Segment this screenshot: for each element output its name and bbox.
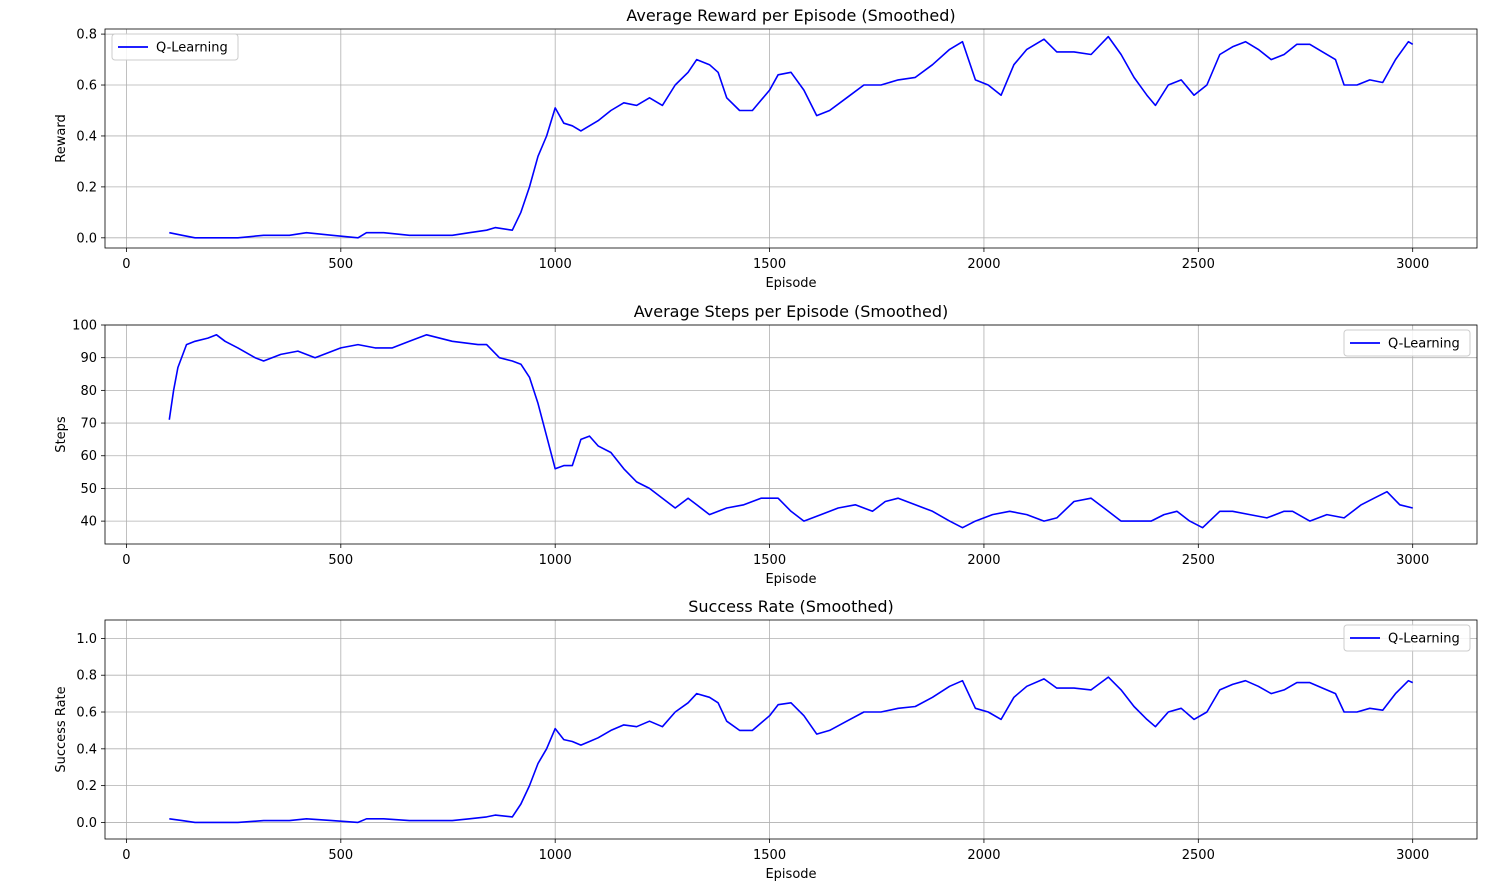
- x-tick-label: 3000: [1396, 257, 1429, 272]
- x-tick-label: 1000: [539, 848, 572, 863]
- axes-frame: [104, 28, 1478, 249]
- legend-label: Q-Learning: [1388, 337, 1460, 352]
- y-tick-label: 1.0: [76, 632, 97, 647]
- series-line-q-learning: [169, 35, 1414, 239]
- y-tick-label: 0.0: [76, 231, 97, 246]
- y-axis-label: Reward: [54, 114, 69, 162]
- x-tick-label: 2500: [1182, 553, 1215, 568]
- plot-area: [105, 29, 1477, 248]
- y-tick-label: 0.4: [76, 742, 97, 757]
- x-tick-label: 0: [122, 257, 130, 272]
- x-tick-label: 1000: [539, 257, 572, 272]
- legend-box: [1343, 624, 1471, 652]
- x-tick-label: 500: [328, 848, 353, 863]
- y-tick-label: 0.4: [76, 129, 97, 144]
- y-tick-label: 90: [80, 351, 97, 366]
- x-axis-label: Episode: [765, 867, 816, 881]
- x-tick-label: 2500: [1182, 257, 1215, 272]
- x-tick-label: 3000: [1396, 553, 1429, 568]
- y-axis-label: Steps: [54, 416, 69, 453]
- chart-title: Average Reward per Episode (Smoothed): [626, 6, 955, 25]
- x-tick-label: 3000: [1396, 848, 1429, 863]
- y-tick-label: 80: [80, 384, 97, 399]
- plot-area: [105, 325, 1477, 544]
- legend-label: Q-Learning: [1388, 632, 1460, 647]
- y-tick-label: 0.0: [76, 816, 97, 831]
- y-tick-label: 0.2: [76, 180, 97, 195]
- legend-label: Q-Learning: [156, 41, 228, 56]
- axes-frame: [104, 324, 1478, 545]
- legend: Q-Learning: [1343, 624, 1471, 652]
- x-axis-label: Episode: [765, 276, 816, 291]
- y-tick-label: 0.8: [76, 28, 97, 43]
- y-tick-label: 50: [80, 482, 97, 497]
- chart-title: Success Rate (Smoothed): [688, 597, 893, 616]
- chart-panel-1: 0 500 1000 1500 2000 2500 3000 0.0 0.2 0.4 0.6 0.8 A…: [54, 6, 1478, 291]
- x-tick-label: 0: [122, 848, 130, 863]
- chart-panel-3: 0 500 1000 1500 2000 2500 3000 0.0 0.2 0.4 0.6 0.8 1…: [54, 597, 1478, 881]
- chart-panel-2: 0 500 1000 1500 2000 2500 3000 40 50 60 70 80 90 100 A…: [54, 302, 1478, 587]
- axes-frame: [104, 619, 1478, 840]
- y-tick-label: 0.6: [76, 706, 97, 721]
- x-tick-label: 1500: [753, 257, 786, 272]
- x-tick-label: 500: [328, 257, 353, 272]
- x-tick-label: 2500: [1182, 848, 1215, 863]
- legend-box: [1343, 329, 1471, 357]
- y-tick-label: 100: [72, 319, 97, 334]
- x-axis-label: Episode: [765, 572, 816, 587]
- y-axis-label: Success Rate: [54, 686, 69, 772]
- series-line-q-learning: [168, 333, 1413, 529]
- x-tick-label: 1500: [753, 848, 786, 863]
- x-tick-label: 1000: [539, 553, 572, 568]
- y-tick-label: 60: [80, 449, 97, 464]
- y-tick-label: 0.6: [76, 79, 97, 94]
- y-tick-label: 70: [80, 417, 97, 432]
- x-tick-label: 2000: [967, 553, 1000, 568]
- legend: Q-Learning: [111, 33, 239, 61]
- x-tick-label: 2000: [967, 257, 1000, 272]
- x-tick-label: 500: [328, 553, 353, 568]
- x-tick-label: 1500: [753, 553, 786, 568]
- chart-title: Average Steps per Episode (Smoothed): [634, 302, 948, 321]
- series-line-q-learning: [169, 676, 1414, 824]
- x-tick-label: 0: [122, 553, 130, 568]
- y-tick-label: 40: [80, 515, 97, 530]
- y-tick-label: 0.2: [76, 779, 97, 794]
- legend-box: [111, 33, 239, 61]
- plot-area: [105, 620, 1477, 839]
- x-tick-label: 2000: [967, 848, 1000, 863]
- legend: Q-Learning: [1343, 329, 1471, 357]
- y-tick-label: 0.8: [76, 669, 97, 684]
